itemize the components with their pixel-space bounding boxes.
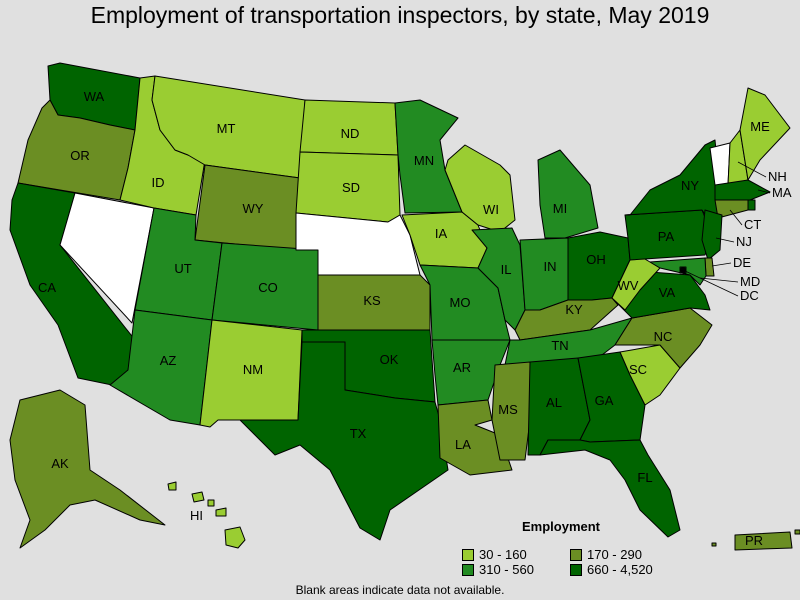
legend-label: 310 - 560 — [479, 562, 534, 577]
state-label-ks: KS — [363, 293, 381, 308]
hi-island — [207, 499, 215, 507]
leader-line-ma — [757, 189, 771, 194]
legend-label: 30 - 160 — [479, 547, 527, 562]
state-label-ga: GA — [595, 393, 614, 408]
state-label-nh: NH — [768, 169, 787, 184]
leader-line-de — [711, 262, 732, 267]
state-label-ky: KY — [565, 302, 583, 317]
state-nv — [59, 192, 155, 324]
state-label-tx: TX — [350, 426, 367, 441]
state-label-wy: WY — [243, 201, 264, 216]
legend-swatch — [570, 563, 582, 576]
state-label-ca: CA — [38, 280, 56, 295]
state-nj — [701, 209, 723, 261]
state-in — [519, 237, 569, 311]
hi-island — [191, 491, 205, 503]
legend-item-310-560: 310 - 560 — [462, 562, 534, 577]
pr-islet — [711, 542, 717, 547]
legend-swatch — [570, 548, 582, 561]
state-md — [649, 257, 707, 286]
hi-island — [167, 481, 177, 491]
state-label-ct: CT — [744, 217, 761, 232]
state-label-al: AL — [546, 395, 562, 410]
legend-item-170-290: 170 - 290 — [570, 547, 642, 562]
state-ri — [747, 199, 756, 211]
map-title: Employment of transportation inspectors,… — [90, 2, 710, 28]
hi-island — [215, 507, 227, 517]
state-ks — [317, 274, 431, 331]
state-label-ia: IA — [435, 226, 448, 241]
state-label-wv: WV — [618, 278, 639, 293]
state-label-wa: WA — [84, 89, 105, 104]
legend-item-30-160: 30 - 160 — [462, 547, 527, 562]
state-label-ok: OK — [380, 352, 399, 367]
state-wi — [444, 144, 516, 233]
state-label-fl: FL — [637, 470, 652, 485]
state-ak — [9, 389, 166, 549]
leader-line-nh — [737, 161, 767, 178]
state-label-oh: OH — [586, 252, 606, 267]
state-label-ut: UT — [174, 261, 191, 276]
legend-title: Employment — [522, 519, 601, 534]
state-tx — [239, 341, 449, 541]
state-label-or: OR — [70, 148, 90, 163]
state-label-va: VA — [659, 285, 676, 300]
state-label-pa: PA — [658, 229, 675, 244]
state-label-nm: NM — [243, 362, 263, 377]
legend-label: 170 - 290 — [587, 547, 642, 562]
state-label-wi: WI — [483, 202, 499, 217]
state-label-de: DE — [733, 255, 751, 270]
state-label-hi: HI — [190, 508, 203, 523]
state-label-ar: AR — [453, 360, 471, 375]
state-label-sc: SC — [629, 362, 647, 377]
state-label-mi: MI — [553, 201, 567, 216]
legend: Employment 30 - 160 170 - 290 310 - 560 … — [462, 519, 662, 579]
state-label-tn: TN — [551, 338, 568, 353]
state-label-ny: NY — [681, 178, 699, 193]
state-label-ms: MS — [498, 402, 518, 417]
state-label-mn: MN — [414, 153, 434, 168]
state-label-nc: NC — [654, 329, 673, 344]
state-label-ak: AK — [51, 456, 69, 471]
state-pr — [734, 531, 793, 551]
legend-swatch — [462, 563, 474, 576]
footnote: Blank areas indicate data not available. — [295, 583, 505, 597]
legend-swatch — [462, 548, 474, 561]
state-label-me: ME — [750, 119, 770, 134]
state-label-nd: ND — [341, 126, 360, 141]
leader-line-ct — [729, 209, 743, 226]
state-il — [471, 227, 526, 331]
state-label-ma: MA — [772, 185, 792, 200]
state-label-mo: MO — [450, 295, 471, 310]
state-label-pr: PR — [745, 533, 763, 548]
state-hi — [224, 526, 246, 549]
state-label-dc: DC — [740, 288, 759, 303]
leader-line-dc — [682, 269, 739, 297]
state-label-md: MD — [740, 274, 760, 289]
state-label-sd: SD — [342, 180, 360, 195]
state-label-co: CO — [258, 280, 278, 295]
legend-label: 660 - 4,520 — [587, 562, 653, 577]
state-fl — [539, 439, 681, 538]
state-label-in: IN — [544, 259, 557, 274]
state-label-nj: NJ — [736, 234, 752, 249]
state-mi — [537, 149, 599, 239]
state-label-il: IL — [501, 262, 512, 277]
pr-islet — [794, 529, 800, 535]
state-ma — [714, 179, 771, 201]
leader-line-md — [699, 277, 739, 283]
leader-line-nj — [715, 237, 735, 243]
state-label-la: LA — [455, 437, 471, 452]
state-label-az: AZ — [160, 353, 177, 368]
state-label-mt: MT — [217, 121, 236, 136]
state-me — [739, 87, 791, 181]
state-ct — [714, 199, 749, 219]
state-label-id: ID — [152, 175, 165, 190]
legend-item-660-4520: 660 - 4,520 — [570, 562, 653, 577]
